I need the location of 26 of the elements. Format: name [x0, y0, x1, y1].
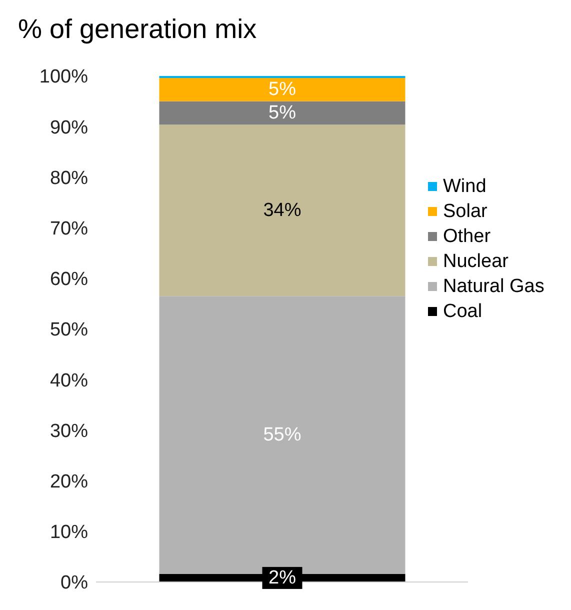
- y-tick-label: 20%: [50, 472, 88, 493]
- chart-title: % of generation mix: [18, 14, 257, 45]
- data-label: 5%: [268, 102, 296, 124]
- bar: [159, 101, 406, 125]
- legend-label: Coal: [443, 300, 482, 322]
- y-tick-label: 70%: [50, 218, 88, 240]
- y-tick-label: 90%: [50, 117, 88, 138]
- bar: [159, 124, 406, 296]
- data-label: 5%: [268, 79, 296, 100]
- y-tick-label: 10%: [50, 522, 88, 544]
- legend-label: Other: [443, 226, 491, 248]
- legend-label: Nuclear: [443, 250, 508, 272]
- legend-label: Solar: [443, 200, 488, 222]
- y-tick-label: 30%: [50, 420, 88, 442]
- y-tick-label: 80%: [50, 168, 88, 189]
- legend-label: Natural Gas: [443, 276, 544, 298]
- bar: [159, 78, 406, 102]
- legend-label: Wind: [443, 176, 486, 198]
- y-tick-label: 60%: [50, 269, 88, 290]
- y-tick-label: 100%: [39, 66, 88, 88]
- y-tick-label: 40%: [50, 370, 88, 392]
- y-tick-label: 50%: [50, 320, 88, 341]
- y-tick-label: 0%: [60, 572, 88, 594]
- data-label: 34%: [263, 200, 302, 221]
- data-label: 2%: [268, 567, 296, 588]
- data-label: 55%: [263, 424, 302, 446]
